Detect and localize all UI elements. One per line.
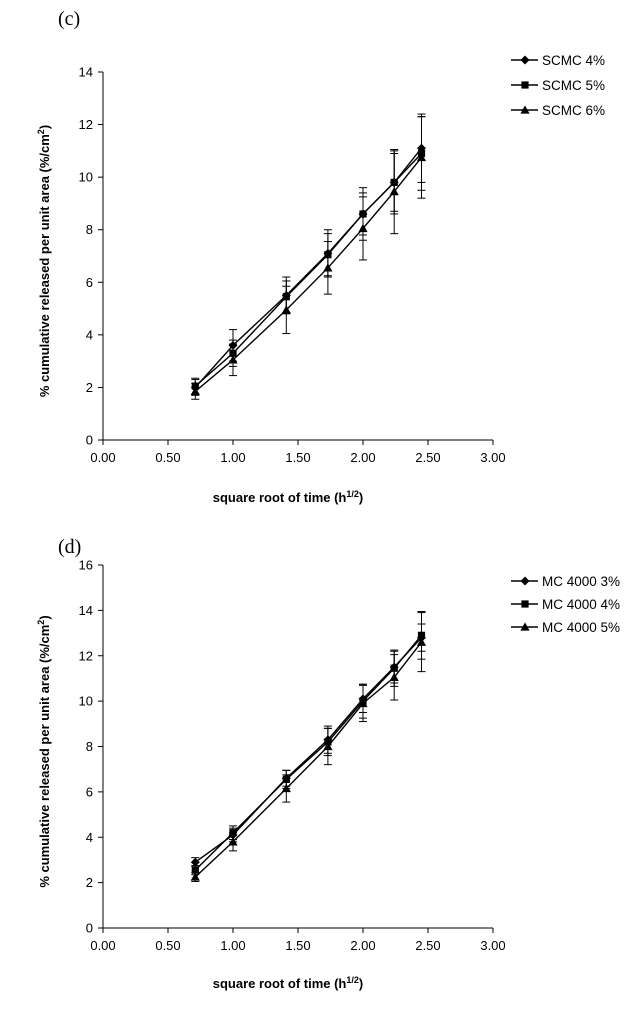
y-tick-label: 2 xyxy=(86,380,93,395)
data-point xyxy=(323,263,333,272)
legend-marker xyxy=(520,622,530,631)
data-point xyxy=(228,837,238,846)
legend-entry: SCMC 5% xyxy=(511,78,605,93)
y-tick-label: 10 xyxy=(79,170,93,185)
x-axis-title-superscript: 1/2 xyxy=(346,489,359,499)
x-tick-label: 3.00 xyxy=(480,938,505,953)
series-triangle xyxy=(190,612,427,882)
x-axis-title-text: square root of time (h xyxy=(213,976,347,991)
x-axis-title-superscript: 1/2 xyxy=(346,975,359,985)
data-point xyxy=(358,698,368,708)
data-point xyxy=(358,223,368,233)
chart-d: (d) 0 2 4 6 8 10 12 14 16 0.00 0.50 1.00 1.50 2.00 2.50… xyxy=(36,536,620,991)
legend-entry: MC 4000 4% xyxy=(511,597,620,612)
data-point xyxy=(191,866,199,874)
y-tick-label: 6 xyxy=(86,275,93,290)
legend-marker xyxy=(521,81,529,89)
x-tick-label: 2.50 xyxy=(415,450,440,465)
series-triangle xyxy=(190,116,427,400)
series-diamond xyxy=(190,113,426,396)
x-axis-title: square root of time (h1/2) xyxy=(213,489,363,505)
data-point xyxy=(389,672,399,681)
data-point xyxy=(281,305,291,314)
y-tick-label: 8 xyxy=(86,222,93,237)
data-point xyxy=(416,152,427,162)
y-tick-label: 4 xyxy=(86,830,93,845)
legend-entry: MC 4000 5% xyxy=(511,620,620,635)
y-axis-title-superscript: 2 xyxy=(36,620,46,625)
y-tick-label: 14 xyxy=(79,603,93,618)
legend-label: SCMC 6% xyxy=(542,103,605,118)
data-point xyxy=(416,637,427,646)
y-tick-label: 8 xyxy=(86,739,93,754)
y-axis-title-text: % cumulative released per unit area (%/c… xyxy=(37,134,52,397)
legend-label: MC 4000 3% xyxy=(542,574,620,589)
panel-label: (c) xyxy=(58,8,80,30)
x-tick-label: 1.50 xyxy=(285,450,310,465)
data-point xyxy=(228,355,238,364)
x-axis-title: square root of time (h1/2) xyxy=(213,975,363,991)
x-tick-label: 2.50 xyxy=(415,938,440,953)
x-axis-title-close: ) xyxy=(359,490,363,505)
x-tick-label: 2.00 xyxy=(350,938,375,953)
data-point xyxy=(389,187,399,196)
legend-entry: SCMC 4% xyxy=(511,53,605,68)
y-tick-label: 4 xyxy=(86,327,93,342)
legend-entry: MC 4000 3% xyxy=(511,574,620,589)
x-tick-label: 3.00 xyxy=(480,450,505,465)
legend-marker xyxy=(520,576,530,586)
legend-marker xyxy=(520,55,530,65)
y-axis-title-close: ) xyxy=(37,125,52,129)
panel-label: (d) xyxy=(58,536,81,558)
legend-marker xyxy=(521,600,529,608)
y-axis-title-close: ) xyxy=(37,615,52,619)
series-line xyxy=(194,147,423,388)
y-tick-label: 12 xyxy=(79,117,93,132)
chart-c: (c) 0 2 4 6 8 10 12 14 0.00 0.50 1.00 1.50 2.00 2.50 3.… xyxy=(36,8,605,505)
x-tick-label: 0.00 xyxy=(90,450,115,465)
y-tick-label: 10 xyxy=(79,694,93,709)
x-tick-label: 2.00 xyxy=(350,450,375,465)
x-tick-label: 1.00 xyxy=(220,938,245,953)
legend-marker xyxy=(520,105,530,114)
x-axis-title-close: ) xyxy=(359,976,363,991)
y-tick-label: 6 xyxy=(86,784,93,799)
legend-label: SCMC 4% xyxy=(542,53,605,68)
data-point xyxy=(190,872,200,881)
x-tick-label: 0.50 xyxy=(155,450,180,465)
y-tick-label: 0 xyxy=(86,921,93,936)
data-point xyxy=(190,857,200,867)
x-tick-label: 0.00 xyxy=(90,938,115,953)
legend-entry: SCMC 6% xyxy=(511,103,605,118)
y-tick-label: 12 xyxy=(79,648,93,663)
y-axis-title: % cumulative released per unit area (%/c… xyxy=(36,125,52,397)
series-diamond xyxy=(190,623,426,868)
legend-label: SCMC 5% xyxy=(542,78,605,93)
legend-label: MC 4000 4% xyxy=(542,597,620,612)
y-tick-label: 14 xyxy=(79,65,93,80)
legend-label: MC 4000 5% xyxy=(542,620,620,635)
y-axis-title-text: % cumulative released per unit area (%/c… xyxy=(37,625,52,888)
x-tick-label: 1.50 xyxy=(285,938,310,953)
y-axis-title-superscript: 2 xyxy=(36,129,46,134)
x-axis-title-text: square root of time (h xyxy=(213,490,347,505)
y-tick-label: 16 xyxy=(79,558,93,573)
data-point xyxy=(323,741,333,751)
data-point xyxy=(281,783,291,793)
data-point xyxy=(190,386,200,396)
y-tick-label: 2 xyxy=(86,875,93,890)
y-tick-label: 0 xyxy=(86,433,93,448)
x-tick-label: 1.00 xyxy=(220,450,245,465)
series-line xyxy=(194,153,423,387)
y-axis-title: % cumulative released per unit area (%/c… xyxy=(36,615,52,887)
x-tick-label: 0.50 xyxy=(155,938,180,953)
